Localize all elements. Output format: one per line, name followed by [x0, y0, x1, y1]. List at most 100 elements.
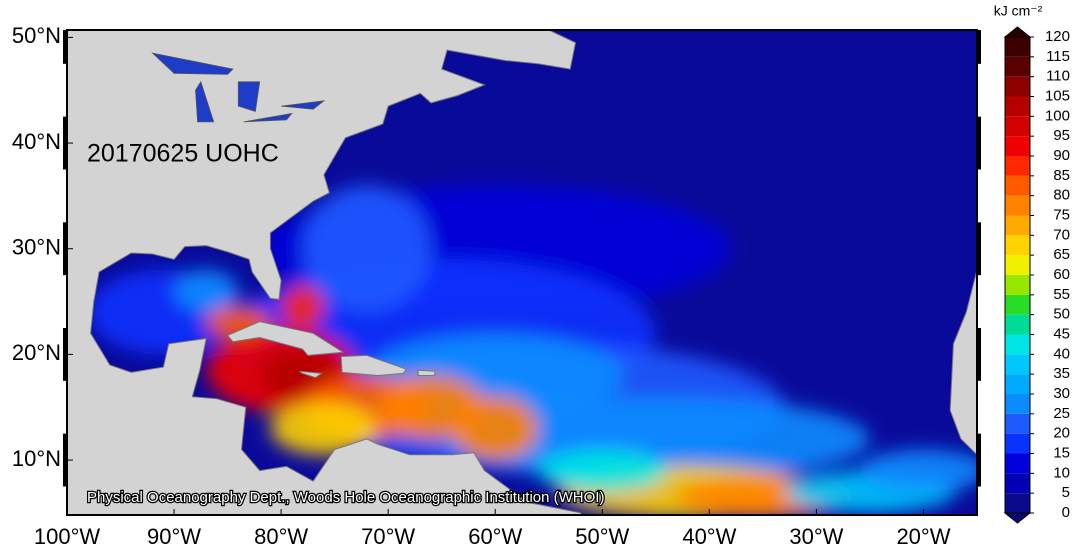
x-tick-label: 30°W: [789, 524, 843, 549]
colorbar-segment: [1005, 275, 1030, 295]
land-mass: [340, 354, 408, 377]
heat-field: [88, 185, 977, 515]
heat-blob: [281, 285, 324, 329]
y-tick-label: 30°N: [12, 235, 61, 260]
colorbar-segment: [1005, 96, 1030, 117]
colorbar-segment: [1005, 175, 1030, 196]
heat-blob: [174, 269, 239, 313]
heat-blob: [270, 401, 378, 455]
x-tick-label: 40°W: [682, 524, 736, 549]
colorbar-tick-label: 75: [1053, 206, 1070, 223]
credit: Physical Oceanography Dept., Woods Hole …: [87, 489, 604, 506]
frame-bar: [977, 30, 981, 64]
y-tick-label: 50°N: [12, 23, 61, 48]
land-mass: [299, 370, 324, 379]
colorbar-tick-label: 100: [1045, 107, 1070, 124]
colorbar-segment: [1005, 136, 1030, 156]
land: [67, 30, 977, 515]
colorbar-segment: [1005, 294, 1030, 315]
axis-labels: 100°W 90°W 80°W 70°W 60°W 50°W 40°W 30°W 20°W 10°…: [12, 23, 951, 549]
lake: [281, 100, 326, 110]
colorbar-tick-label: 15: [1053, 444, 1070, 461]
colorbar-segment: [1005, 255, 1030, 275]
colorbar-tick-label: 25: [1053, 405, 1070, 422]
map-area: [67, 30, 977, 515]
lake: [151, 52, 234, 75]
colorbar-tick-label: 35: [1053, 365, 1070, 382]
colorbar-under: [1003, 512, 1032, 524]
land-mass: [417, 369, 436, 376]
y-tick-label: 20°N: [12, 340, 61, 365]
colorbar-segment: [1005, 37, 1030, 57]
colorbar-unit: kJ cm⁻²: [994, 3, 1043, 19]
frame-bars: [63, 30, 981, 487]
colorbar-tick-label: 120: [1045, 28, 1070, 45]
colorbar-tick-label: 115: [1046, 48, 1070, 65]
frame-bar: [63, 116, 67, 170]
frame-bar: [977, 433, 981, 487]
frame-bar: [63, 433, 67, 487]
colorbar-segment: [1005, 394, 1030, 414]
x-tick-label: 80°W: [254, 524, 308, 549]
frame-bar: [977, 116, 981, 170]
heat-blob: [859, 449, 977, 492]
colorbar-tick-label: 110: [1046, 68, 1070, 85]
colorbar-tick-label: 0: [1062, 504, 1070, 521]
colorbar-segment: [1005, 156, 1030, 176]
frame-bar: [63, 222, 67, 276]
frame-bar: [63, 30, 67, 64]
colorbar-segment: [1005, 453, 1030, 474]
colorbar-segment: [1005, 374, 1030, 394]
colorbar-tick-label: 30: [1053, 385, 1070, 402]
lake: [195, 80, 215, 123]
colorbar-segment: [1005, 413, 1030, 434]
colorbar-segment: [1005, 235, 1030, 256]
heat-blob: [452, 396, 539, 461]
x-tick-label: 20°W: [896, 524, 950, 549]
heat-blob: [538, 449, 667, 492]
colorbar-tick-label: 70: [1053, 226, 1070, 243]
colorbar-tick-label: 5: [1062, 484, 1070, 501]
land-mass: [67, 30, 582, 515]
lake: [237, 81, 261, 112]
map-title: 20170625 UOHC: [87, 140, 279, 168]
colorbar-tick-label: 55: [1053, 286, 1070, 303]
colorbar-segment: [1005, 354, 1030, 375]
colorbar-tick-label: 10: [1053, 464, 1070, 481]
colorbar-segment: [1005, 314, 1030, 335]
colorbar-segment: [1005, 473, 1030, 494]
colorbar-segment: [1005, 116, 1030, 137]
colorbar-segment: [1005, 215, 1030, 236]
colorbar-tick-label: 65: [1053, 246, 1070, 263]
heat-blob: [302, 185, 431, 313]
x-tick-label: 100°W: [34, 524, 101, 549]
land-mass: [949, 269, 977, 456]
colorbar-tick-label: 45: [1053, 325, 1070, 342]
colorbar-tick-label: 20: [1053, 425, 1070, 442]
colorbar-tick-label: 105: [1045, 87, 1070, 104]
y-tick-label: 40°N: [12, 129, 61, 154]
colorbar-segment: [1005, 334, 1030, 355]
x-tick-label: 70°W: [361, 524, 415, 549]
colorbar: 0 5 10 15 20 25 30 35 40 45 50 55 60 65 70 75 80 85 90 95 10…: [1003, 26, 1070, 524]
colorbar-segment: [1005, 76, 1030, 97]
colorbar-segment: [1005, 56, 1030, 77]
x-tick-label: 60°W: [468, 524, 522, 549]
colorbar-tick-label: 80: [1053, 187, 1070, 204]
y-tick-label: 10°N: [12, 446, 61, 471]
x-tick-label: 50°W: [575, 524, 629, 549]
frame-bar: [977, 327, 981, 381]
colorbar-tick-label: 95: [1053, 127, 1070, 144]
colorbar-tick-label: 60: [1053, 266, 1070, 283]
lake: [243, 112, 293, 123]
colorbar-segment: [1005, 493, 1030, 513]
frame-bar: [977, 222, 981, 276]
colorbar-tick-label: 90: [1053, 147, 1070, 164]
colorbar-segment: [1005, 195, 1030, 216]
colorbar-over: [1003, 26, 1032, 38]
colorbar-tick-label: 40: [1053, 345, 1070, 362]
land-mass: [226, 321, 345, 356]
colorbar-tick-label: 85: [1053, 167, 1070, 184]
